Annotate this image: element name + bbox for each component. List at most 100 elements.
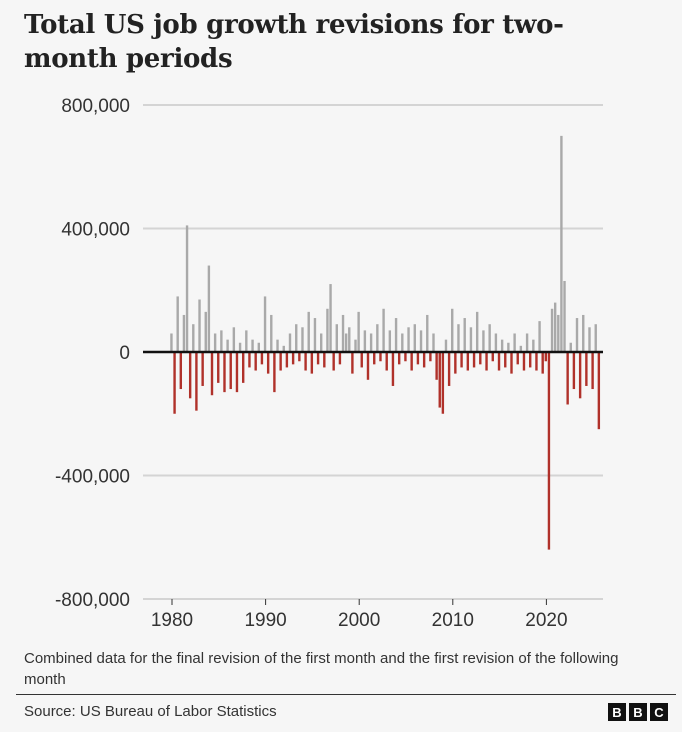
bar-positive (282, 345, 285, 352)
bar-positive (560, 135, 563, 352)
bar-negative (242, 352, 245, 383)
bar-negative (441, 352, 445, 414)
bar-positive (213, 333, 217, 352)
bar-positive (500, 339, 504, 352)
source-text: Source: US Bureau of Labor Statistics (24, 703, 277, 720)
bar-positive (488, 324, 491, 352)
bar-positive (313, 318, 317, 352)
bar-positive (475, 311, 479, 352)
bbc-logo: B B C (608, 703, 668, 721)
bar-negative (260, 352, 264, 365)
bar-negative (210, 352, 214, 396)
bar-negative (304, 352, 307, 371)
bar-positive (204, 311, 207, 352)
bar-negative (291, 352, 295, 365)
bar-negative (273, 352, 276, 393)
bar-negative (435, 352, 438, 380)
bar-positive (469, 327, 473, 352)
bar-positive (494, 333, 498, 352)
bar-positive (444, 339, 448, 352)
bar-negative (529, 352, 532, 368)
bar-positive (251, 339, 254, 352)
bar-positive (507, 342, 510, 352)
bar-positive (557, 314, 560, 352)
bar-positive (588, 327, 591, 352)
bar-negative (351, 352, 354, 374)
bar-negative (516, 352, 519, 365)
bar-negative (385, 352, 388, 371)
bar-positive (382, 308, 385, 352)
bar-positive (550, 308, 554, 352)
bar-positive (232, 327, 236, 352)
gridlines (143, 104, 603, 600)
bar-positive (198, 299, 201, 352)
bars (170, 135, 601, 550)
bar-positive (482, 330, 485, 352)
bar-negative (201, 352, 204, 386)
bar-negative (410, 352, 413, 371)
bar-negative (438, 352, 441, 408)
bar-negative (179, 352, 183, 390)
bar-negative (416, 352, 420, 365)
bar-negative (195, 352, 198, 411)
x-tick-label: 2020 (525, 610, 567, 631)
bar-negative (472, 352, 476, 368)
bar-negative (504, 352, 507, 368)
bar-positive (457, 324, 460, 352)
bar-positive (329, 284, 332, 352)
bar-negative (422, 352, 426, 368)
bar-positive (363, 330, 367, 352)
y-tick-label: 0 (119, 343, 130, 364)
bar-negative (404, 352, 407, 362)
bar-positive (376, 324, 379, 352)
bar-negative (254, 352, 257, 371)
bar-negative (585, 352, 588, 386)
bar-negative (497, 352, 501, 371)
bar-negative (491, 352, 494, 362)
bar-positive (451, 308, 454, 352)
bar-positive (369, 333, 373, 352)
logo-letter: B (629, 703, 647, 721)
bar-negative (332, 352, 335, 371)
chart-note: Combined data for the final revision of … (24, 650, 619, 688)
x-tick-label: 1980 (151, 610, 193, 631)
bar-positive (176, 296, 179, 352)
bar-negative (360, 352, 363, 368)
bar-negative (466, 352, 470, 371)
bar-negative (279, 352, 282, 371)
y-tick-label: -800,000 (55, 590, 130, 611)
bar-negative (229, 352, 232, 390)
bar-positive (326, 308, 329, 352)
bar-negative (522, 352, 526, 371)
bar-positive (432, 333, 435, 352)
y-axis-labels: 800,000 400,000 0 -400,000 -800,000 (55, 96, 130, 611)
bar-negative (173, 352, 176, 414)
bar-positive (407, 327, 410, 352)
logo-letter: C (650, 703, 668, 721)
bar-positive (519, 345, 523, 352)
bar-negative (547, 352, 551, 550)
bar-negative (541, 352, 544, 374)
y-tick-label: -400,000 (55, 467, 130, 488)
bar-positive (419, 330, 423, 352)
bar-positive (401, 333, 404, 352)
bar-positive (569, 342, 572, 352)
bar-negative (510, 352, 513, 374)
bar-positive (394, 318, 398, 352)
bar-positive (388, 330, 392, 352)
bar-negative (338, 352, 342, 365)
bar-negative (266, 352, 270, 374)
x-tick-label: 2000 (338, 610, 380, 631)
bar-positive (538, 321, 541, 352)
bar-negative (316, 352, 320, 365)
bar-positive (226, 339, 229, 352)
bar-positive (319, 333, 323, 352)
bar-positive (341, 314, 345, 352)
bar-positive (525, 333, 529, 352)
bar-negative (379, 352, 382, 362)
bar-positive (307, 311, 310, 352)
bar-positive (553, 302, 557, 352)
bar-positive (238, 342, 242, 352)
bar-negative (235, 352, 239, 393)
bar-negative (366, 352, 370, 380)
